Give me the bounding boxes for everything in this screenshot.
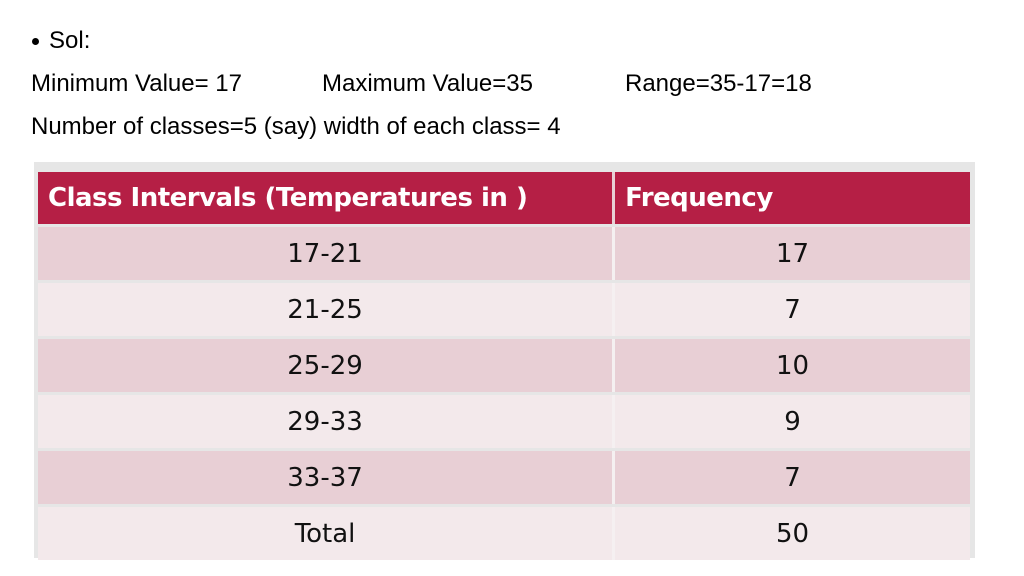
table-row: 17-21 17 [38, 227, 970, 280]
bullet-icon [32, 37, 39, 45]
frequency-header: Frequency [612, 172, 970, 224]
frequency-cell: 17 [612, 227, 970, 280]
frequency-cell: 9 [612, 395, 970, 448]
bullet-text: Sol: [49, 27, 91, 54]
bullet-point: Sol: [30, 26, 90, 56]
table-row: 25-29 10 [38, 339, 970, 392]
interval-cell: 21-25 [38, 283, 613, 336]
frequency-table-image: Class Intervals (Temperatures in ) Frequ… [34, 162, 975, 560]
class-intervals-header: Class Intervals (Temperatures in ) [38, 172, 613, 224]
total-label-cell: Total [38, 507, 613, 560]
table-total-row: Total 50 [38, 507, 970, 560]
table-row: 33-37 7 [38, 451, 970, 504]
frequency-table: Class Intervals (Temperatures in ) Frequ… [38, 169, 970, 563]
frequency-cell: 10 [612, 339, 970, 392]
interval-cell: 29-33 [38, 395, 613, 448]
total-value-cell: 50 [612, 507, 970, 560]
minimum-value-text: Minimum Value= 17 [31, 70, 242, 97]
maximum-value-text: Maximum Value=35 [322, 70, 533, 97]
classes-width-text: Number of classes=5 (say) width of each … [31, 113, 561, 140]
frequency-cell: 7 [612, 451, 970, 504]
interval-cell: 17-21 [38, 227, 613, 280]
table-row: 29-33 9 [38, 395, 970, 448]
frequency-cell: 7 [612, 283, 970, 336]
range-text: Range=35-17=18 [625, 70, 812, 97]
table-header-row: Class Intervals (Temperatures in ) Frequ… [38, 172, 970, 224]
interval-cell: 33-37 [38, 451, 613, 504]
interval-cell: 25-29 [38, 339, 613, 392]
table-row: 21-25 7 [38, 283, 970, 336]
